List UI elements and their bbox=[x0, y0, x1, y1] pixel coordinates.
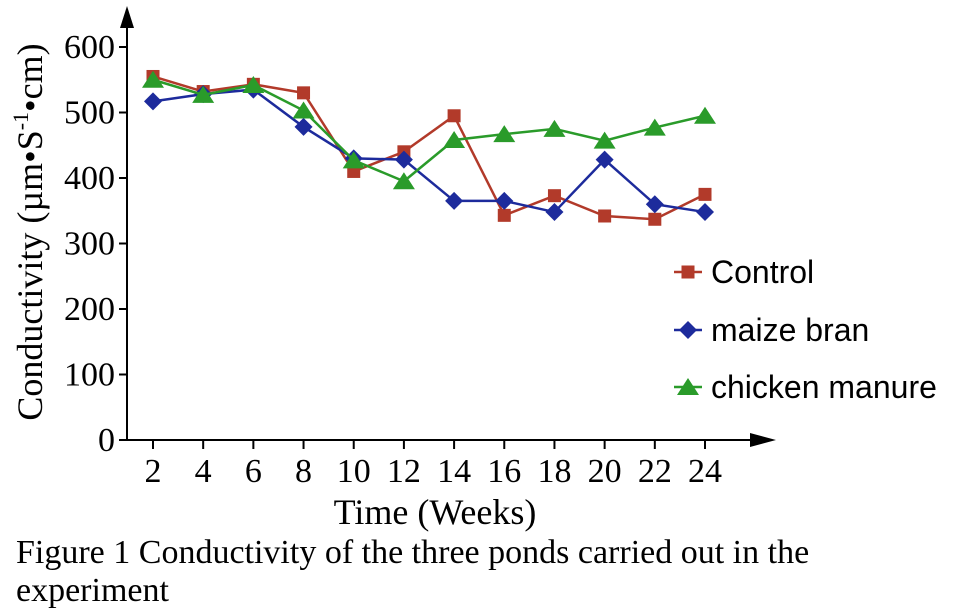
y-tick-label: 500 bbox=[64, 95, 115, 132]
series-control bbox=[146, 69, 712, 226]
data-point-control bbox=[547, 189, 561, 203]
data-point-chicken-manure bbox=[593, 131, 616, 149]
data-point-chicken-manure bbox=[493, 125, 516, 143]
data-point-chicken-manure bbox=[342, 151, 365, 169]
legend: Control maize bran chicken manure bbox=[674, 254, 937, 405]
series-chicken-manure bbox=[142, 70, 716, 190]
series-line-maize-bran bbox=[152, 88, 706, 214]
x-tick-label: 20 bbox=[588, 453, 622, 490]
series-line-chicken-manure bbox=[152, 78, 706, 183]
data-point-control bbox=[447, 109, 461, 123]
series-layer bbox=[142, 69, 716, 226]
data-point-maize-bran bbox=[394, 150, 413, 169]
data-point-control bbox=[297, 86, 311, 100]
data-point-maize-bran bbox=[545, 203, 564, 222]
data-point-chicken-manure bbox=[192, 85, 215, 103]
x-tick-label: 16 bbox=[487, 453, 521, 490]
y-axis-label-superscript: -1 bbox=[8, 112, 33, 130]
data-point-maize-bran bbox=[595, 150, 614, 169]
y-axis-label-main: Conductivity (µm•S bbox=[10, 130, 50, 420]
data-point-chicken-manure bbox=[292, 101, 315, 119]
data-point-chicken-manure bbox=[694, 106, 716, 124]
data-point-maize-bran bbox=[294, 117, 313, 136]
x-axis-label: Time (Weeks) bbox=[334, 492, 537, 532]
data-point-chicken-manure bbox=[242, 75, 265, 93]
x-tick-label: 22 bbox=[638, 453, 672, 490]
x-tick-label: 24 bbox=[688, 453, 722, 490]
data-point-maize-bran bbox=[445, 191, 464, 210]
data-point-control bbox=[698, 187, 712, 201]
y-tick-label: 400 bbox=[64, 160, 115, 197]
x-tick-label: 12 bbox=[387, 453, 421, 490]
y-axis-arrow bbox=[120, 6, 134, 28]
data-point-maize-bran bbox=[696, 203, 714, 222]
data-point-chicken-manure bbox=[142, 70, 164, 88]
legend-label-control: Control bbox=[711, 254, 814, 290]
y-tick-label: 300 bbox=[64, 226, 115, 263]
x-axis-arrow bbox=[750, 433, 776, 447]
data-point-chicken-manure bbox=[443, 131, 466, 149]
data-point-maize-bran bbox=[495, 191, 514, 210]
figure-caption: Figure 1 Conductivity of the three ponds… bbox=[16, 534, 810, 609]
data-point-control bbox=[648, 212, 662, 226]
x-tick-label: 6 bbox=[245, 453, 262, 490]
y-tick-label: 600 bbox=[64, 29, 115, 66]
data-point-chicken-manure bbox=[392, 172, 415, 190]
y-tick-label: 100 bbox=[64, 357, 115, 394]
legend-label-maize-bran: maize bran bbox=[711, 312, 869, 348]
legend-marker-maize-bran bbox=[679, 321, 697, 339]
data-point-control bbox=[598, 209, 612, 223]
legend-marker-control bbox=[681, 265, 695, 279]
y-tick-label: 200 bbox=[64, 291, 115, 328]
legend-marker-chicken-manure bbox=[677, 378, 699, 395]
y-axis-label: Conductivity (µm•S-1•cm) bbox=[8, 43, 50, 420]
y-axis-label-end: •cm) bbox=[10, 43, 50, 112]
data-point-maize-bran bbox=[144, 92, 162, 111]
x-tick-label: 4 bbox=[195, 453, 212, 490]
legend-label-chicken-manure: chicken manure bbox=[711, 369, 937, 405]
x-tick-label: 2 bbox=[145, 453, 162, 490]
data-point-control bbox=[497, 208, 511, 222]
data-point-chicken-manure bbox=[643, 118, 666, 136]
data-point-maize-bran bbox=[645, 195, 664, 214]
x-tick-label: 18 bbox=[537, 453, 571, 490]
series-maize-bran bbox=[144, 80, 714, 222]
series-line-control bbox=[152, 75, 706, 221]
data-point-chicken-manure bbox=[543, 119, 566, 137]
y-tick-label: 0 bbox=[98, 422, 115, 459]
x-tick-label: 8 bbox=[295, 453, 312, 490]
x-tick-label: 10 bbox=[337, 453, 371, 490]
x-tick-label: 14 bbox=[437, 453, 471, 490]
